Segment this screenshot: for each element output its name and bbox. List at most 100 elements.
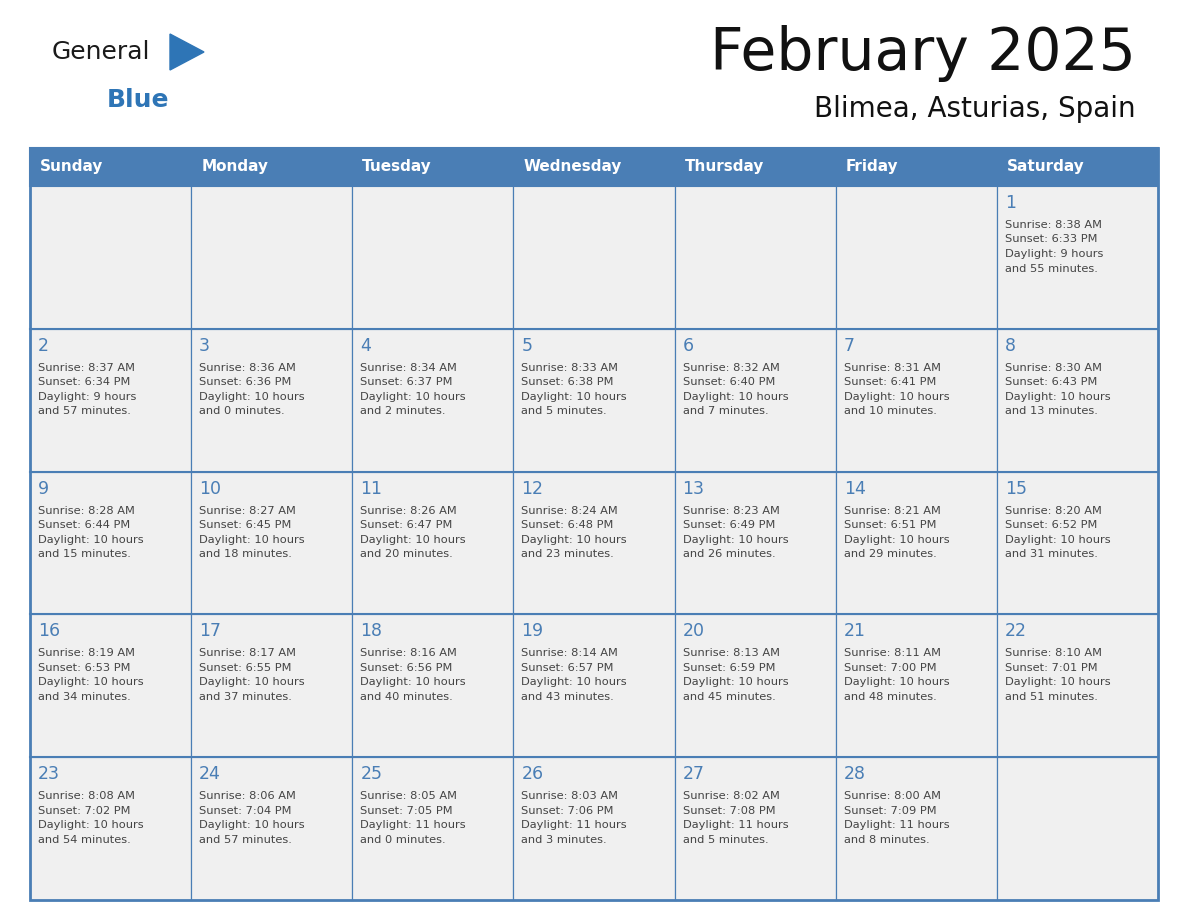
Bar bbox=[30, 186, 191, 329]
Text: Sunrise: 8:21 AM: Sunrise: 8:21 AM bbox=[843, 506, 941, 516]
Bar bbox=[30, 148, 1158, 186]
Text: Sunrise: 8:24 AM: Sunrise: 8:24 AM bbox=[522, 506, 618, 516]
Text: Sunrise: 8:13 AM: Sunrise: 8:13 AM bbox=[683, 648, 779, 658]
Text: and 55 minutes.: and 55 minutes. bbox=[1005, 263, 1098, 274]
Text: Sunrise: 8:17 AM: Sunrise: 8:17 AM bbox=[200, 648, 296, 658]
Text: 20: 20 bbox=[683, 622, 704, 641]
Text: and 43 minutes.: and 43 minutes. bbox=[522, 692, 614, 702]
Text: Sunset: 6:45 PM: Sunset: 6:45 PM bbox=[200, 521, 291, 530]
Text: Sunrise: 8:38 AM: Sunrise: 8:38 AM bbox=[1005, 220, 1101, 230]
Bar bbox=[835, 148, 997, 186]
Text: Daylight: 10 hours: Daylight: 10 hours bbox=[843, 392, 949, 402]
Text: Sunrise: 8:19 AM: Sunrise: 8:19 AM bbox=[38, 648, 135, 658]
Text: Sunset: 6:40 PM: Sunset: 6:40 PM bbox=[683, 377, 775, 387]
Bar bbox=[191, 614, 353, 757]
Text: and 29 minutes.: and 29 minutes. bbox=[843, 549, 936, 559]
Text: 24: 24 bbox=[200, 766, 221, 783]
Text: and 54 minutes.: and 54 minutes. bbox=[38, 834, 131, 845]
Text: 21: 21 bbox=[843, 622, 866, 641]
Text: and 2 minutes.: and 2 minutes. bbox=[360, 407, 446, 416]
Text: Daylight: 10 hours: Daylight: 10 hours bbox=[522, 534, 627, 544]
Bar bbox=[353, 329, 513, 472]
Text: Sunset: 6:41 PM: Sunset: 6:41 PM bbox=[843, 377, 936, 387]
Text: Sunrise: 8:28 AM: Sunrise: 8:28 AM bbox=[38, 506, 135, 516]
Text: 25: 25 bbox=[360, 766, 383, 783]
Text: Daylight: 10 hours: Daylight: 10 hours bbox=[38, 677, 144, 688]
Bar bbox=[997, 148, 1158, 186]
Text: 16: 16 bbox=[38, 622, 61, 641]
Text: 9: 9 bbox=[38, 479, 49, 498]
Bar bbox=[513, 329, 675, 472]
Text: and 20 minutes.: and 20 minutes. bbox=[360, 549, 453, 559]
Text: Sunset: 7:04 PM: Sunset: 7:04 PM bbox=[200, 806, 291, 816]
Text: Sunset: 7:00 PM: Sunset: 7:00 PM bbox=[843, 663, 936, 673]
Bar bbox=[353, 472, 513, 614]
Bar bbox=[835, 757, 997, 900]
Text: Sunrise: 8:31 AM: Sunrise: 8:31 AM bbox=[843, 363, 941, 373]
Text: Sunset: 6:59 PM: Sunset: 6:59 PM bbox=[683, 663, 775, 673]
Text: Sunrise: 8:33 AM: Sunrise: 8:33 AM bbox=[522, 363, 619, 373]
Text: 8: 8 bbox=[1005, 337, 1016, 354]
Text: Thursday: Thursday bbox=[684, 160, 764, 174]
Text: 19: 19 bbox=[522, 622, 544, 641]
Text: Sunrise: 8:26 AM: Sunrise: 8:26 AM bbox=[360, 506, 457, 516]
Bar bbox=[353, 148, 513, 186]
Text: Daylight: 10 hours: Daylight: 10 hours bbox=[200, 677, 305, 688]
Text: Sunrise: 8:30 AM: Sunrise: 8:30 AM bbox=[1005, 363, 1101, 373]
Text: and 37 minutes.: and 37 minutes. bbox=[200, 692, 292, 702]
Text: Sunset: 6:34 PM: Sunset: 6:34 PM bbox=[38, 377, 131, 387]
Text: 10: 10 bbox=[200, 479, 221, 498]
Text: Daylight: 10 hours: Daylight: 10 hours bbox=[200, 534, 305, 544]
Text: 15: 15 bbox=[1005, 479, 1026, 498]
Text: Daylight: 10 hours: Daylight: 10 hours bbox=[200, 820, 305, 830]
Text: Sunrise: 8:32 AM: Sunrise: 8:32 AM bbox=[683, 363, 779, 373]
Text: Daylight: 10 hours: Daylight: 10 hours bbox=[38, 534, 144, 544]
Text: Daylight: 10 hours: Daylight: 10 hours bbox=[200, 392, 305, 402]
Bar bbox=[835, 472, 997, 614]
Text: and 15 minutes.: and 15 minutes. bbox=[38, 549, 131, 559]
Text: 13: 13 bbox=[683, 479, 704, 498]
Bar bbox=[835, 186, 997, 329]
Bar bbox=[513, 614, 675, 757]
Text: 4: 4 bbox=[360, 337, 371, 354]
Text: Sunset: 7:09 PM: Sunset: 7:09 PM bbox=[843, 806, 936, 816]
Text: Daylight: 10 hours: Daylight: 10 hours bbox=[522, 677, 627, 688]
Text: Daylight: 11 hours: Daylight: 11 hours bbox=[683, 820, 788, 830]
Text: Sunset: 6:47 PM: Sunset: 6:47 PM bbox=[360, 521, 453, 530]
Text: and 13 minutes.: and 13 minutes. bbox=[1005, 407, 1098, 416]
Text: Sunset: 6:33 PM: Sunset: 6:33 PM bbox=[1005, 234, 1098, 244]
Text: and 10 minutes.: and 10 minutes. bbox=[843, 407, 936, 416]
Bar bbox=[997, 186, 1158, 329]
Bar bbox=[30, 757, 191, 900]
Text: Daylight: 10 hours: Daylight: 10 hours bbox=[360, 677, 466, 688]
Text: Daylight: 10 hours: Daylight: 10 hours bbox=[1005, 392, 1111, 402]
Text: Daylight: 11 hours: Daylight: 11 hours bbox=[843, 820, 949, 830]
Text: and 5 minutes.: and 5 minutes. bbox=[683, 834, 769, 845]
Text: General: General bbox=[52, 40, 151, 64]
Bar bbox=[191, 148, 353, 186]
Text: 14: 14 bbox=[843, 479, 866, 498]
Text: Sunrise: 8:11 AM: Sunrise: 8:11 AM bbox=[843, 648, 941, 658]
Bar bbox=[997, 614, 1158, 757]
Text: Daylight: 10 hours: Daylight: 10 hours bbox=[38, 820, 144, 830]
Text: and 3 minutes.: and 3 minutes. bbox=[522, 834, 607, 845]
Bar bbox=[513, 148, 675, 186]
Text: and 57 minutes.: and 57 minutes. bbox=[38, 407, 131, 416]
Text: Sunset: 6:44 PM: Sunset: 6:44 PM bbox=[38, 521, 131, 530]
Text: Friday: Friday bbox=[846, 160, 898, 174]
Bar bbox=[353, 186, 513, 329]
Text: Daylight: 10 hours: Daylight: 10 hours bbox=[843, 677, 949, 688]
Text: Daylight: 11 hours: Daylight: 11 hours bbox=[360, 820, 466, 830]
Text: Saturday: Saturday bbox=[1007, 160, 1085, 174]
Text: Daylight: 10 hours: Daylight: 10 hours bbox=[843, 534, 949, 544]
Text: Monday: Monday bbox=[201, 160, 268, 174]
Text: Sunset: 6:37 PM: Sunset: 6:37 PM bbox=[360, 377, 453, 387]
Text: Blimea, Asturias, Spain: Blimea, Asturias, Spain bbox=[815, 95, 1136, 123]
Text: Sunrise: 8:00 AM: Sunrise: 8:00 AM bbox=[843, 791, 941, 801]
Text: Daylight: 10 hours: Daylight: 10 hours bbox=[1005, 534, 1111, 544]
Text: 12: 12 bbox=[522, 479, 543, 498]
Text: 26: 26 bbox=[522, 766, 544, 783]
Bar bbox=[191, 329, 353, 472]
Text: 1: 1 bbox=[1005, 194, 1016, 212]
Text: Sunrise: 8:34 AM: Sunrise: 8:34 AM bbox=[360, 363, 457, 373]
